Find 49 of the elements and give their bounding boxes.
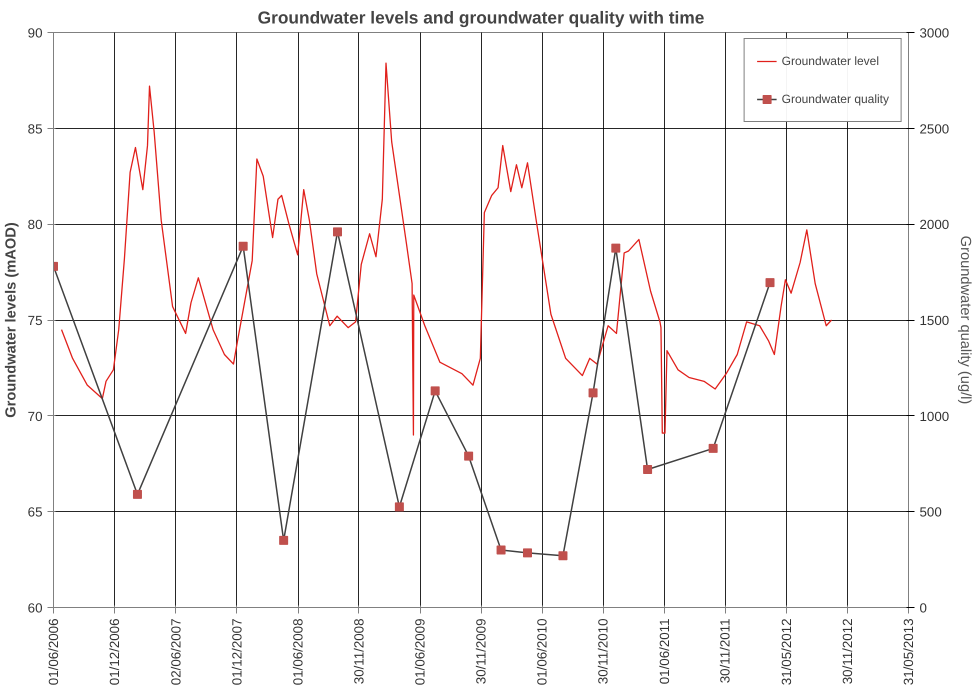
x-tick-label: 30/11/2012 — [840, 618, 856, 684]
point — [766, 278, 775, 288]
y2-tick-label: 500 — [920, 504, 942, 520]
x-tick-label: 01/06/2010 — [534, 618, 550, 686]
legend-label: Groundwater quality — [782, 92, 889, 106]
point — [588, 388, 598, 398]
x-tick-label: 01/06/2009 — [412, 618, 428, 686]
x-tick-label: 01/12/2006 — [107, 618, 122, 686]
y-tick-label: 75 — [28, 313, 43, 328]
y-tick-label: 90 — [28, 26, 43, 40]
point — [611, 244, 620, 253]
x-tick-label: 30/11/2009 — [474, 618, 488, 684]
legend-label: Groundwater level — [782, 54, 879, 68]
point — [238, 242, 248, 251]
y-axis-title: Groundwater levels (mAOD) — [4, 222, 20, 418]
point — [464, 452, 474, 461]
point — [394, 502, 404, 512]
y2-tick-label: 2000 — [920, 217, 950, 232]
x-tick-label: 01/12/2007 — [229, 618, 244, 686]
point — [708, 444, 718, 453]
point — [430, 386, 440, 396]
x-tick-label: 31/05/2012 — [778, 618, 794, 686]
x-tick-label: 30/11/2008 — [351, 618, 366, 684]
point — [132, 490, 142, 499]
y2-tick-label: 3000 — [920, 26, 950, 40]
chart-title: Groundwater levels and groundwater quality with time — [258, 8, 705, 28]
y-tick-label: 65 — [28, 504, 43, 520]
y-tick-label: 60 — [28, 600, 43, 616]
x-tick-label: 31/05/2013 — [901, 618, 916, 686]
y-tick-label: 70 — [28, 408, 43, 424]
point — [643, 465, 652, 474]
y2-tick-label: 0 — [920, 600, 927, 616]
x-tick-label: 30/11/2011 — [718, 618, 733, 684]
point — [496, 546, 506, 554]
point — [558, 551, 568, 560]
y-tick-label: 85 — [28, 121, 43, 136]
x-tick-label: 30/11/2010 — [596, 618, 611, 684]
point — [332, 227, 342, 236]
y2-axis-title: Groundwater quality (ug/l) — [957, 236, 974, 404]
point — [522, 548, 532, 558]
x-tick-label: 01/06/2008 — [290, 618, 306, 686]
x-tick-label: 01/06/2006 — [46, 618, 61, 686]
y-tick-label: 80 — [28, 217, 43, 232]
y2-tick-label: 1000 — [920, 408, 950, 424]
x-tick-label: 02/06/2007 — [168, 618, 184, 686]
point — [279, 536, 288, 545]
y2-tick-label: 2500 — [920, 121, 950, 136]
y2-tick-label: 1500 — [920, 313, 950, 328]
x-tick-label: 01/06/2011 — [656, 618, 672, 684]
